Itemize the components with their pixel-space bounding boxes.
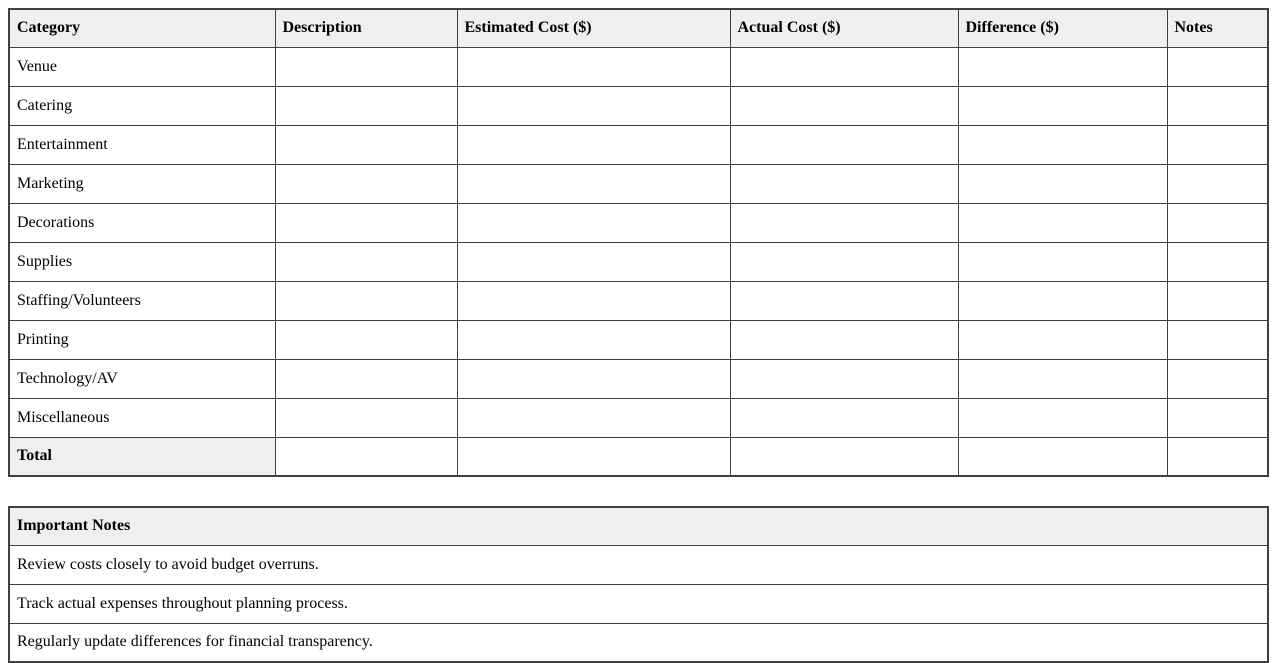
empty-data-cell — [274, 85, 458, 126]
table-row: Venue — [8, 46, 1269, 87]
empty-data-cell — [456, 397, 731, 438]
empty-data-cell — [274, 163, 458, 204]
budget-table: Category Description Estimated Cost ($) Act… — [8, 8, 1269, 477]
column-header: Notes — [1166, 8, 1269, 48]
empty-data-cell — [957, 46, 1168, 87]
category-cell: Miscellaneous — [8, 397, 276, 438]
category-cell: Catering — [8, 85, 276, 126]
column-header: Difference ($) — [957, 8, 1168, 48]
table-row: Supplies — [8, 241, 1269, 282]
empty-data-cell — [729, 397, 959, 438]
empty-data-cell — [274, 280, 458, 321]
empty-data-cell — [1166, 85, 1269, 126]
empty-data-cell — [456, 241, 731, 282]
notes-title: Important Notes — [8, 506, 1269, 546]
empty-data-cell — [274, 46, 458, 87]
empty-data-cell — [729, 436, 959, 477]
table-row: Staffing/Volunteers — [8, 280, 1269, 321]
empty-data-cell — [274, 241, 458, 282]
table-row: Technology/AV — [8, 358, 1269, 399]
note-row: Regularly update differences for financi… — [8, 622, 1269, 663]
empty-data-cell — [274, 397, 458, 438]
category-cell: Staffing/Volunteers — [8, 280, 276, 321]
table-row: Entertainment — [8, 124, 1269, 165]
note-row: Review costs closely to avoid budget ove… — [8, 544, 1269, 585]
category-cell: Venue — [8, 46, 276, 87]
table-row: Miscellaneous — [8, 397, 1269, 438]
empty-data-cell — [1166, 124, 1269, 165]
category-cell: Entertainment — [8, 124, 276, 165]
empty-data-cell — [729, 319, 959, 360]
empty-data-cell — [729, 358, 959, 399]
empty-data-cell — [957, 241, 1168, 282]
table-row: Decorations — [8, 202, 1269, 243]
empty-data-cell — [957, 280, 1168, 321]
empty-data-cell — [729, 280, 959, 321]
empty-data-cell — [1166, 397, 1269, 438]
category-cell: Supplies — [8, 241, 276, 282]
category-cell: Technology/AV — [8, 358, 276, 399]
empty-data-cell — [274, 436, 458, 477]
empty-data-cell — [957, 358, 1168, 399]
empty-data-cell — [456, 358, 731, 399]
empty-data-cell — [957, 202, 1168, 243]
empty-data-cell — [274, 124, 458, 165]
empty-data-cell — [456, 163, 731, 204]
empty-data-cell — [957, 397, 1168, 438]
important-notes-table: Important Notes Review costs closely to … — [8, 506, 1269, 663]
note-text-cell: Regularly update differences for financi… — [8, 622, 1269, 663]
empty-data-cell — [729, 46, 959, 87]
empty-data-cell — [957, 163, 1168, 204]
budget-header-row: Category Description Estimated Cost ($) Act… — [8, 8, 1269, 48]
empty-data-cell — [1166, 241, 1269, 282]
total-row: Total — [8, 436, 1269, 477]
empty-data-cell — [456, 46, 731, 87]
notes-header-row: Important Notes — [8, 506, 1269, 546]
empty-data-cell — [274, 319, 458, 360]
empty-data-cell — [456, 436, 731, 477]
empty-data-cell — [274, 202, 458, 243]
empty-data-cell — [456, 280, 731, 321]
note-text-cell: Track actual expenses throughout plannin… — [8, 583, 1269, 624]
empty-data-cell — [957, 85, 1168, 126]
empty-data-cell — [1166, 46, 1269, 87]
column-header: Description — [274, 8, 458, 48]
category-cell: Printing — [8, 319, 276, 360]
empty-data-cell — [1166, 202, 1269, 243]
table-row: Catering — [8, 85, 1269, 126]
empty-data-cell — [729, 241, 959, 282]
empty-data-cell — [729, 124, 959, 165]
empty-data-cell — [456, 124, 731, 165]
table-row: Marketing — [8, 163, 1269, 204]
table-row: Printing — [8, 319, 1269, 360]
empty-data-cell — [729, 163, 959, 204]
empty-data-cell — [1166, 436, 1269, 477]
empty-data-cell — [1166, 163, 1269, 204]
empty-data-cell — [1166, 358, 1269, 399]
empty-data-cell — [1166, 280, 1269, 321]
empty-data-cell — [729, 202, 959, 243]
empty-data-cell — [456, 319, 731, 360]
empty-data-cell — [957, 319, 1168, 360]
empty-data-cell — [274, 358, 458, 399]
empty-data-cell — [456, 85, 731, 126]
empty-data-cell — [957, 436, 1168, 477]
empty-data-cell — [1166, 319, 1269, 360]
empty-data-cell — [456, 202, 731, 243]
total-label-cell: Total — [8, 436, 276, 477]
category-cell: Decorations — [8, 202, 276, 243]
column-header: Actual Cost ($) — [729, 8, 959, 48]
column-header: Estimated Cost ($) — [456, 8, 731, 48]
empty-data-cell — [729, 85, 959, 126]
category-cell: Marketing — [8, 163, 276, 204]
note-row: Track actual expenses throughout plannin… — [8, 583, 1269, 624]
note-text-cell: Review costs closely to avoid budget ove… — [8, 544, 1269, 585]
empty-data-cell — [957, 124, 1168, 165]
column-header: Category — [8, 8, 276, 48]
